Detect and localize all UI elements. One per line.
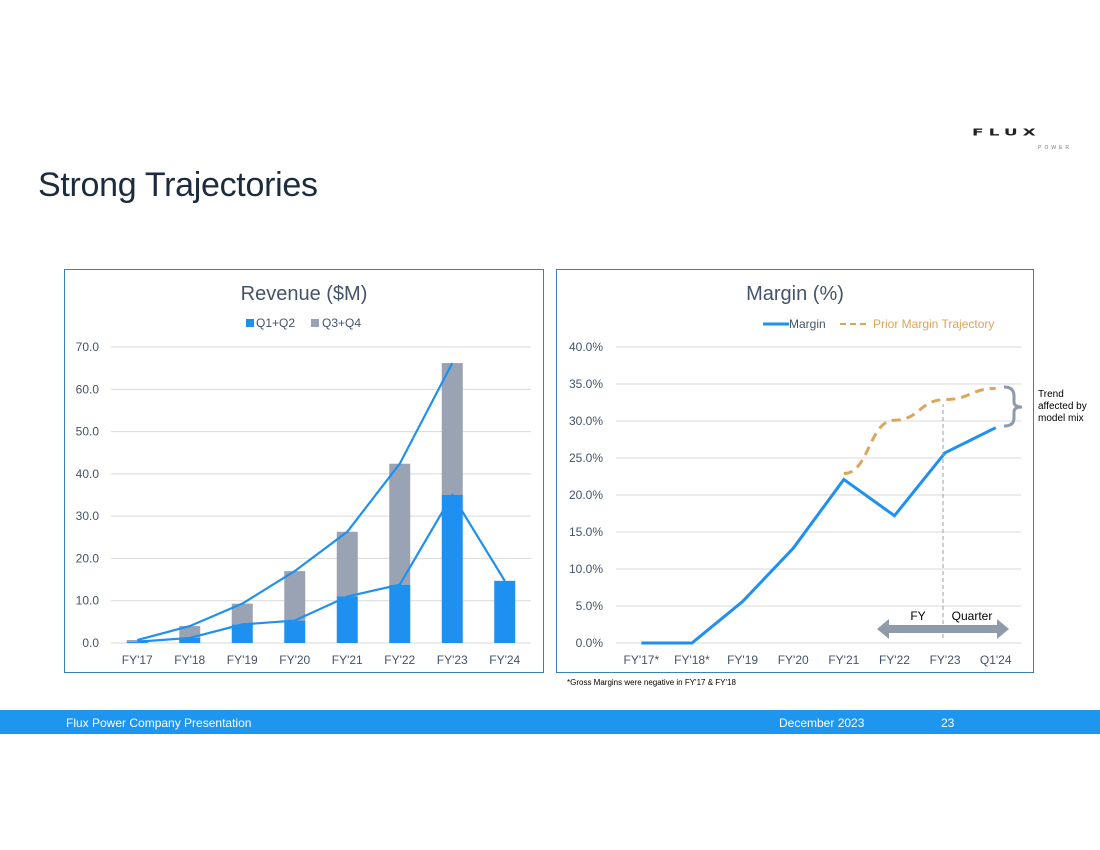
y-tick-label: 10.0 — [76, 594, 100, 608]
y-tick-label: 60.0 — [76, 382, 100, 396]
x-tick-label: FY'21 — [332, 653, 363, 667]
margin-chart-title: Margin (%) — [746, 283, 844, 305]
x-tick-label: FY'21 — [828, 653, 859, 667]
x-tick-label: FY'19 — [727, 653, 758, 667]
y-tick-label: 20.0 — [76, 551, 100, 565]
trend-annotation: Trend affected by model mix — [1038, 389, 1087, 424]
y-tick-label: 70.0 — [76, 340, 100, 354]
x-tick-label: FY'23 — [930, 653, 961, 667]
prior-margin-trajectory-line — [843, 386, 996, 476]
bar-q1q2 — [441, 495, 463, 643]
x-tick-label: FY'23 — [437, 653, 468, 667]
flux-power-logo: FLUX POWER — [972, 127, 1076, 153]
bar-q3q4 — [231, 603, 253, 625]
bar-q3q4 — [389, 463, 411, 585]
y-tick-label: 10.0% — [569, 562, 603, 576]
x-tick-label: FY'18 — [174, 653, 205, 667]
y-tick-label: 15.0% — [569, 525, 603, 539]
arrow-label-fy: FY — [910, 609, 925, 623]
bar-q3q4 — [179, 626, 201, 638]
x-tick-label: FY'18* — [674, 653, 710, 667]
logo-subtext: POWER — [1038, 145, 1072, 151]
bar-q1q2 — [284, 620, 306, 643]
logo-wordmark: FLUX — [972, 127, 1041, 138]
legend-label-q3q4: Q3+Q4 — [322, 316, 361, 330]
revenue-chart-panel: Revenue ($M) Q1+Q2 Q3+Q4 0.0 10.0 20.0 30.0… — [64, 269, 544, 673]
legend-swatch-q3q4 — [311, 319, 319, 327]
y-tick-label: 40.0 — [76, 467, 100, 481]
trend-brace-icon — [1003, 385, 1023, 428]
y-tick-label: 20.0% — [569, 488, 603, 502]
bar-q3q4 — [441, 363, 463, 495]
margin-line — [641, 426, 997, 645]
footnote: *Gross Margins were negative in FY'17 & … — [567, 678, 736, 687]
bar-q1q2 — [179, 637, 201, 643]
bar-q3q4 — [336, 531, 358, 597]
revenue-chart-title: Revenue ($M) — [241, 283, 368, 305]
revenue-chart: Revenue ($M) Q1+Q2 Q3+Q4 0.0 10.0 20.0 30.0… — [76, 283, 531, 667]
x-tick-label: FY'22 — [879, 653, 910, 667]
y-tick-label: 30.0% — [569, 414, 603, 428]
x-tick-label: FY'20 — [279, 653, 310, 667]
x-tick-label: FY'19 — [227, 653, 258, 667]
bar-q1q2 — [336, 596, 358, 643]
bar-q1q2 — [494, 580, 516, 643]
footer-date: December 2023 — [779, 716, 865, 730]
legend-label-q1q2: Q1+Q2 — [256, 316, 295, 330]
y-tick-label: 0.0 — [82, 636, 99, 650]
x-tick-label: FY'22 — [384, 653, 415, 667]
footer-presentation-name: Flux Power Company Presentation — [66, 716, 252, 730]
legend-label-prior-trajectory: Prior Margin Trajectory — [873, 317, 994, 331]
y-tick-label: 50.0 — [76, 425, 100, 439]
legend-label-margin: Margin — [789, 317, 826, 331]
q1q2-trend-line — [137, 492, 506, 643]
y-tick-label: 40.0% — [569, 340, 603, 354]
bar-q1q2 — [231, 624, 253, 643]
y-tick-label: 0.0% — [576, 636, 604, 650]
y-tick-label: 30.0 — [76, 509, 100, 523]
arrow-label-quarter: Quarter — [952, 609, 993, 623]
x-tick-label: FY'17 — [122, 653, 153, 667]
x-tick-label: FY'24 — [489, 653, 520, 667]
page-title: Strong Trajectories — [38, 166, 318, 204]
x-tick-label: FY'20 — [778, 653, 809, 667]
margin-chart-panel: Margin (%) Margin Prior Margin Trajector… — [556, 269, 1034, 673]
total-trend-line — [136, 362, 454, 642]
y-tick-label: 5.0% — [576, 599, 604, 613]
footer-bar: Flux Power Company Presentation December… — [0, 710, 1100, 734]
x-tick-label: Q1'24 — [980, 653, 1012, 667]
fy-quarter-arrow — [877, 619, 1009, 639]
y-tick-label: 35.0% — [569, 377, 603, 391]
x-tick-label: FY'17* — [623, 653, 659, 667]
bar-q3q4 — [284, 571, 306, 621]
margin-chart: Margin (%) Margin Prior Margin Trajector… — [569, 283, 1021, 667]
legend-swatch-q1q2 — [246, 319, 254, 327]
bar-q1q2 — [126, 641, 148, 643]
y-tick-label: 25.0% — [569, 451, 603, 465]
footer-page-number: 23 — [941, 716, 955, 730]
bar-q1q2 — [389, 584, 411, 643]
